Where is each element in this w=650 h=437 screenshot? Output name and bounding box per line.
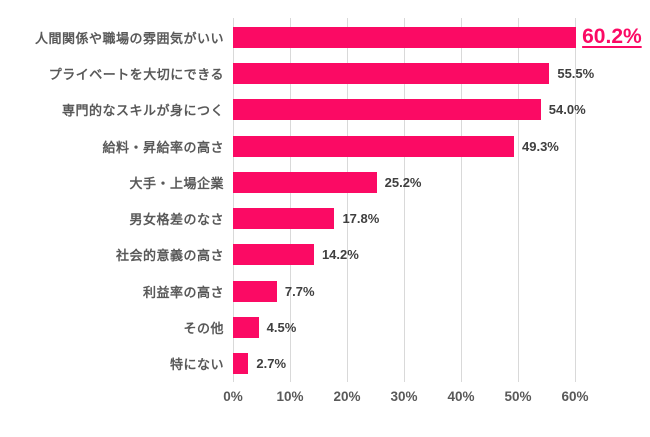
gridline	[290, 18, 291, 382]
chart-rows: 人間関係や職場の雰囲気がいい 60.2% プライベートを大切にできる 55.5% 専門的…	[0, 19, 650, 382]
x-axis-tick-label: 10%	[276, 389, 304, 404]
bar	[233, 62, 550, 84]
value-label: 55.5%	[557, 65, 595, 81]
chart-row: 給料・昇給率の高さ 49.3%	[0, 128, 650, 164]
x-axis-tick-label: 40%	[447, 389, 475, 404]
chart-row: 大手・上場企業 25.2%	[0, 164, 650, 200]
chart-row: 社会的意義の高さ 14.2%	[0, 237, 650, 273]
category-label: 特にない	[169, 357, 224, 373]
bar-track: 60.2%	[233, 19, 650, 55]
bar-track: 14.2%	[233, 237, 650, 273]
category-label: 大手・上場企業	[129, 175, 224, 191]
value-label: 49.3%	[522, 138, 559, 154]
x-axis-tick-label: 0%	[223, 389, 243, 404]
bar-track: 4.5%	[233, 309, 650, 345]
bar-track: 2.7%	[233, 346, 650, 382]
bar-track: 25.2%	[233, 164, 650, 200]
value-label: 4.5%	[266, 320, 297, 336]
gridline	[347, 18, 348, 382]
bar	[233, 317, 259, 339]
category-label: 男女格差のなさ	[129, 212, 224, 228]
bar	[233, 280, 277, 302]
x-axis: 0% 10% 20% 30% 40% 50% 60%	[223, 389, 593, 409]
gridline	[461, 18, 462, 382]
bar	[233, 171, 377, 193]
chart-row: 利益率の高さ 7.7%	[0, 273, 650, 309]
category-label: 専門的なスキルが身につく	[61, 103, 224, 119]
bar-track: 54.0%	[233, 92, 650, 128]
category-label: プライベートを大切にできる	[48, 66, 224, 82]
value-label: 25.2%	[384, 174, 422, 190]
x-axis-tick-label: 60%	[561, 389, 589, 404]
value-label: 7.7%	[284, 283, 315, 299]
gridline	[575, 18, 576, 382]
gridline	[233, 18, 234, 382]
chart-row: 専門的なスキルが身につく 54.0%	[0, 92, 650, 128]
chart-row: プライベートを大切にできる 55.5%	[0, 55, 650, 91]
value-label-highlighted: 60.2%	[582, 25, 642, 49]
value-label: 54.0%	[548, 102, 586, 118]
bar	[233, 99, 541, 121]
category-label: 給料・昇給率の高さ	[102, 139, 224, 155]
category-label: 社会的意義の高さ	[115, 248, 224, 264]
bar	[233, 208, 335, 230]
bar-track: 49.3%	[233, 128, 650, 164]
category-label: 人間関係や職場の雰囲気がいい	[34, 30, 224, 46]
gridline	[518, 18, 519, 382]
x-axis-tick-label: 20%	[333, 389, 361, 404]
bar	[233, 135, 514, 157]
value-label: 14.2%	[321, 247, 359, 263]
chart-row: その他 4.5%	[0, 309, 650, 345]
gridlines	[233, 18, 576, 382]
category-label: その他	[183, 321, 224, 337]
category-label: 利益率の高さ	[142, 284, 224, 300]
chart-row: 男女格差のなさ 17.8%	[0, 200, 650, 236]
chart-row: 特にない 2.7%	[0, 346, 650, 382]
chart-row: 人間関係や職場の雰囲気がいい 60.2%	[0, 19, 650, 55]
value-label: 2.7%	[256, 356, 287, 372]
x-axis-tick-label: 50%	[504, 389, 532, 404]
x-axis-tick-label: 30%	[390, 389, 418, 404]
gridline	[404, 18, 405, 382]
bar-track: 7.7%	[233, 273, 650, 309]
bar	[233, 26, 577, 48]
value-label: 17.8%	[342, 211, 380, 227]
bar-track: 17.8%	[233, 200, 650, 236]
bar	[233, 244, 314, 266]
bar-track: 55.5%	[233, 55, 650, 91]
bar	[233, 353, 249, 375]
